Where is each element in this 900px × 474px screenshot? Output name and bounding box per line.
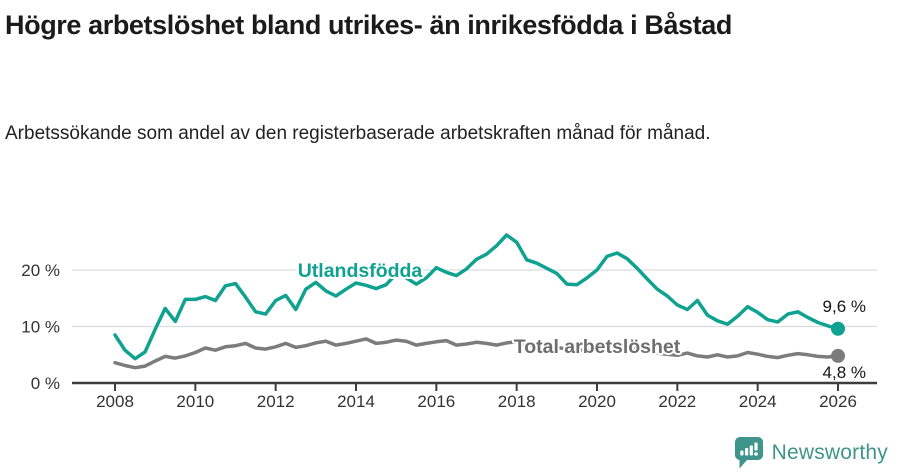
x-tick-label: 2020 — [578, 392, 616, 411]
series-line-utlandsfodda — [113, 233, 840, 361]
x-tick-label: 2010 — [176, 392, 214, 411]
series-line-total-arbetsloshet — [113, 337, 840, 370]
series-label-utlandsfodda: Utlandsfödda — [298, 260, 423, 282]
x-tick-label: 2014 — [337, 392, 375, 411]
end-dot-utlandsfodda — [831, 321, 845, 336]
end-value-label-utlandsfodda: 9,6 % — [823, 297, 866, 316]
x-tick-label: 2026 — [819, 392, 857, 411]
header: Högre arbetslöshet bland utrikes- än inr… — [5, 4, 885, 43]
x-tick-label: 2018 — [498, 392, 536, 411]
x-tick-label: 2024 — [739, 392, 777, 411]
y-tick-label: 0 % — [31, 374, 60, 393]
series-label-total-arbetsloshet: Total arbetslöshet — [514, 336, 681, 358]
y-tick-label: 10 % — [21, 318, 60, 337]
x-tick-label: 2016 — [417, 392, 455, 411]
x-tick-label: 2022 — [658, 392, 696, 411]
brand-name: Newsworthy — [771, 440, 888, 464]
line-chart: 2008 2010 2012 2014 2016 2018 2020 2022 2024 2026… — [21, 233, 877, 411]
x-tick-label: 2008 — [96, 392, 134, 411]
x-tick-label: 2012 — [257, 392, 295, 411]
end-dot-total-arbetsloshet — [831, 348, 845, 363]
page-title: Högre arbetslöshet bland utrikes- än inr… — [5, 10, 732, 40]
footer-branding: Newsworthy — [734, 436, 888, 469]
chart-subtitle: Arbetssökande som andel av den registerb… — [5, 123, 711, 144]
end-value-label-total-arbetsloshet: 4,8 % — [823, 363, 866, 382]
newsworthy-logo-icon — [734, 436, 764, 469]
y-tick-label: 20 % — [21, 261, 60, 280]
